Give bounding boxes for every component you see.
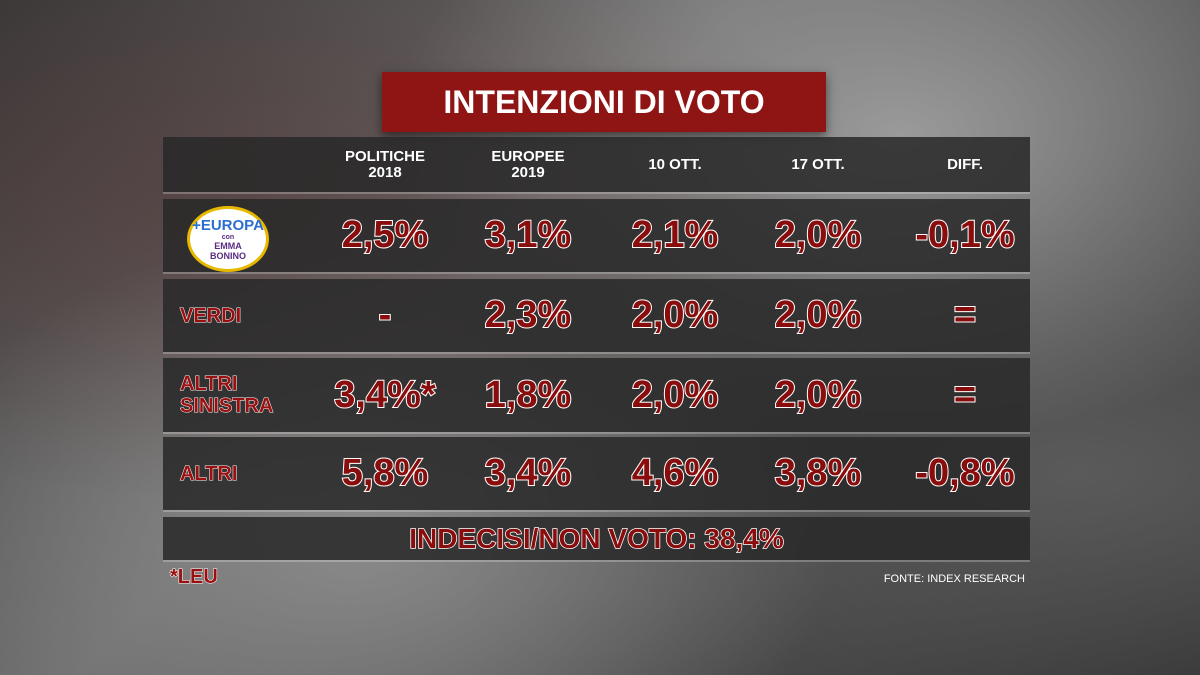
value: -0,1% xyxy=(914,213,1015,257)
value: 1,8% xyxy=(484,373,573,417)
logo-prefix: con xyxy=(221,234,235,241)
row xyxy=(163,199,1030,272)
value: 2,1% xyxy=(631,213,720,257)
footer: INDECISI/NON VOTO: 38,4% xyxy=(409,522,785,555)
column-header: POLITICHE 2018 xyxy=(344,147,425,181)
column-header: 10 OTT. xyxy=(648,155,702,173)
value: 2,0% xyxy=(774,213,863,257)
value: 2,5% xyxy=(341,213,430,257)
title: INTENZIONI DI VOTO xyxy=(382,72,826,132)
column-header: EUROPEE 2019 xyxy=(491,147,565,181)
party-logo: +EUROPA con EMMA BONINO xyxy=(187,206,269,272)
column-header: 17 OTT. xyxy=(791,155,845,173)
value: 3,4% xyxy=(484,451,573,495)
logo-title: +EUROPA xyxy=(192,217,264,234)
header-row xyxy=(163,137,1030,192)
source: FONTE: INDEX RESEARCH xyxy=(883,573,1025,585)
row-label: VERDI xyxy=(180,304,242,327)
value: 5,8% xyxy=(341,451,430,495)
value: 3,4%* xyxy=(333,373,436,417)
value: 3,1% xyxy=(484,213,573,257)
value: -0,8% xyxy=(914,451,1015,495)
column-header: DIFF. xyxy=(947,155,983,173)
value: 2,0% xyxy=(631,293,720,337)
row xyxy=(163,279,1030,352)
value: 2,3% xyxy=(484,293,573,337)
row-label: ALTRI SINISTRA xyxy=(180,373,274,418)
value: 4,6% xyxy=(631,451,720,495)
value: 2,0% xyxy=(774,373,863,417)
value: 3,8% xyxy=(774,451,863,495)
value: = xyxy=(953,293,977,337)
row-label: ALTRI xyxy=(180,462,238,485)
row xyxy=(163,358,1030,432)
logo-subtitle: EMMA BONINO xyxy=(210,241,246,261)
footer-row xyxy=(163,517,1030,560)
value: = xyxy=(953,373,977,417)
value: 2,0% xyxy=(774,293,863,337)
row xyxy=(163,437,1030,510)
value: 2,0% xyxy=(631,373,720,417)
value: - xyxy=(378,293,393,337)
note: *LEU xyxy=(170,566,219,589)
